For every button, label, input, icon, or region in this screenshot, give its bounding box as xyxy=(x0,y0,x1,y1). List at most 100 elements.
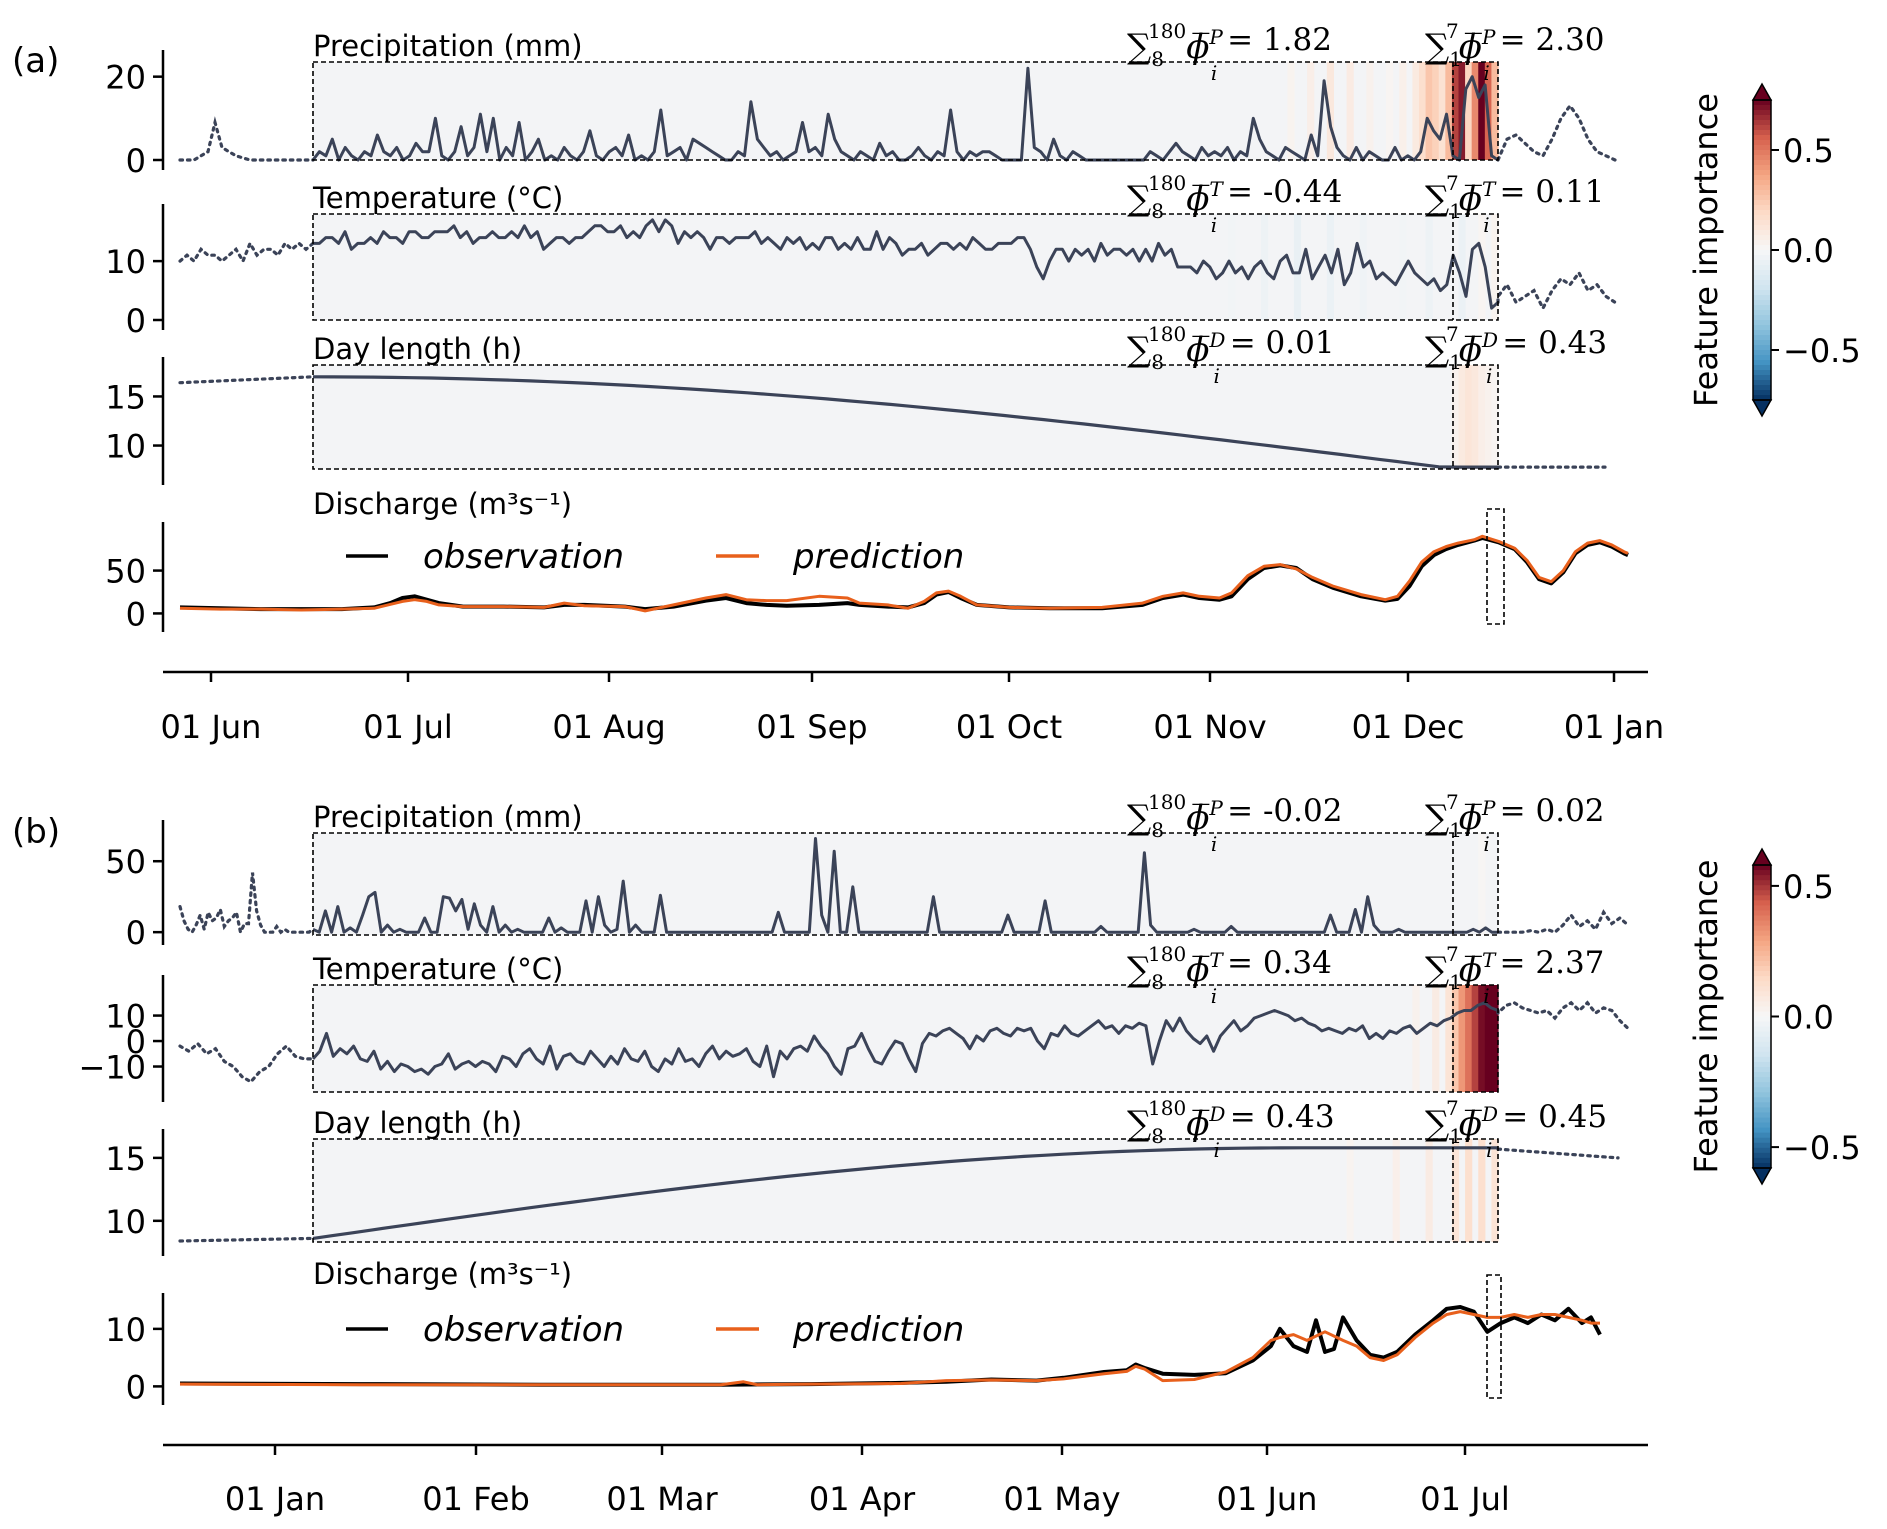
colorbar-cell xyxy=(1753,195,1771,201)
colorbar-cell xyxy=(1753,230,1771,236)
colorbar-cell xyxy=(1753,1077,1771,1083)
input-line xyxy=(313,218,1500,310)
input-window xyxy=(312,213,1499,321)
colorbar-cell xyxy=(1753,1127,1771,1134)
colorbar-cell xyxy=(1753,180,1771,186)
subplot-day-length: 10 15 Day length (h) xyxy=(105,332,1607,485)
x-tick-label: 01 Aug xyxy=(552,708,665,746)
colorbar-cell xyxy=(1753,966,1771,972)
colorbar-cell xyxy=(1753,955,1771,962)
y-tick-label: 15 xyxy=(105,378,146,416)
x-tick-label: 01 Feb xyxy=(422,1480,530,1518)
colorbar-cell xyxy=(1753,360,1771,366)
context-line-before xyxy=(178,1041,315,1084)
colorbar-cell xyxy=(1753,960,1771,967)
colorbar-cell xyxy=(1753,255,1771,261)
colorbar-cell xyxy=(1753,1082,1771,1088)
y-tick-label: 10 xyxy=(105,243,146,281)
x-tick-label: 01 Jul xyxy=(1420,1480,1510,1518)
colorbar-cell xyxy=(1753,260,1771,266)
colorbar-tick-label: −0.5 xyxy=(1783,1129,1861,1167)
x-tick-label: 01 Jan xyxy=(1564,708,1664,746)
colorbar-cell xyxy=(1753,1152,1771,1159)
panel-label: (a) xyxy=(12,41,59,81)
colorbar-cell xyxy=(1753,185,1771,191)
colorbar-cell xyxy=(1753,870,1771,876)
target-window xyxy=(1486,508,1505,625)
importance-cell xyxy=(1458,985,1466,1092)
importance-cell xyxy=(1465,62,1473,160)
context-line-before xyxy=(178,1236,315,1243)
colorbar-cell xyxy=(1753,930,1771,937)
colorbar-cell xyxy=(1753,325,1771,331)
colorbar-cell xyxy=(1753,875,1771,881)
colorbar-cell xyxy=(1753,285,1771,291)
legend-label-observation: observation xyxy=(423,537,624,577)
subplot-title: Discharge (m³s⁻¹) xyxy=(313,487,572,521)
colorbar-cell xyxy=(1753,115,1771,121)
colorbar-cell xyxy=(1753,380,1771,386)
colorbar-cell xyxy=(1753,996,1771,1003)
colorbar-cell xyxy=(1753,1041,1771,1048)
colorbar-cell xyxy=(1753,920,1771,927)
importance-cell xyxy=(1458,62,1466,160)
y-tick-label: 50 xyxy=(105,553,146,591)
colorbar-cell xyxy=(1753,390,1771,396)
subplot-temperature: 0 10 Temperature (°C) xyxy=(105,181,1617,340)
y-tick-label: 0 xyxy=(126,914,146,952)
colorbar-cell xyxy=(1753,885,1771,892)
importance-cell xyxy=(1425,1139,1433,1242)
x-tick-label: 01 May xyxy=(1003,1480,1120,1518)
subplot-discharge: 0 50 Discharge (m³s⁻¹) observation predictio… xyxy=(105,487,1629,633)
colorbar-cell xyxy=(1753,1061,1771,1068)
importance-cell xyxy=(1465,1139,1473,1242)
y-tick-label: 50 xyxy=(105,843,146,881)
colorbar-cell xyxy=(1753,330,1771,336)
colorbar-cell xyxy=(1753,280,1771,286)
colorbar-cell xyxy=(1753,945,1771,952)
y-tick-label: 10 xyxy=(105,1203,146,1241)
importance-cell xyxy=(1432,985,1440,1092)
subplot-title: Day length (h) xyxy=(313,1106,522,1140)
y-tick-label: 0 xyxy=(126,595,146,633)
colorbar-cell xyxy=(1753,910,1771,917)
context-line-after xyxy=(1496,269,1617,312)
importance-cell xyxy=(1478,833,1486,935)
context-line-before xyxy=(178,375,315,385)
x-tick-label: 01 Nov xyxy=(1153,708,1266,746)
colorbar-cell xyxy=(1753,976,1771,982)
importance-sum-short: ∑17ϕ̅P i = 0.02 xyxy=(1425,790,1605,856)
importance-cell xyxy=(1458,365,1466,469)
importance-sum-long: ∑8180ϕ̅T i = -0.44 xyxy=(1127,171,1342,237)
x-tick-label: 01 Sep xyxy=(756,708,867,746)
subplot-title: Discharge (m³s⁻¹) xyxy=(313,1257,572,1291)
colorbar-cell xyxy=(1753,1001,1771,1008)
legend-label-observation: observation xyxy=(423,1310,624,1350)
context-line-after xyxy=(1496,1147,1620,1160)
x-tick-label: 01 Mar xyxy=(606,1480,718,1518)
colorbar-cell xyxy=(1753,1067,1771,1073)
colorbar-cell xyxy=(1753,215,1771,221)
colorbar-cell xyxy=(1753,991,1771,998)
importance-cell xyxy=(1451,985,1460,1092)
colorbar-cell xyxy=(1753,1117,1771,1124)
colorbar-title: Feature importance xyxy=(1687,860,1725,1174)
legend: observation prediction xyxy=(346,537,964,577)
importance-sum-short: ∑17ϕ̅T i = 0.11 xyxy=(1425,171,1604,237)
input-window xyxy=(312,1138,1499,1243)
importance-cell xyxy=(1491,985,1499,1092)
colorbar-cell xyxy=(1753,110,1771,116)
colorbar-cell xyxy=(1753,105,1771,111)
importance-cell xyxy=(1425,214,1433,320)
colorbar-cell xyxy=(1753,925,1771,932)
input-window xyxy=(312,61,1499,161)
importance-cell xyxy=(1293,214,1302,320)
importance-cell xyxy=(1471,62,1479,160)
context-line-before xyxy=(178,116,315,162)
importance-sum-long: ∑8180ϕ̅P i = 1.82 xyxy=(1127,19,1332,85)
colorbar-cell xyxy=(1753,1147,1771,1154)
colorbar-cell xyxy=(1753,210,1771,216)
colorbar-extend-top xyxy=(1751,82,1773,101)
colorbar-cell xyxy=(1753,225,1771,231)
importance-cell xyxy=(1326,62,1335,160)
